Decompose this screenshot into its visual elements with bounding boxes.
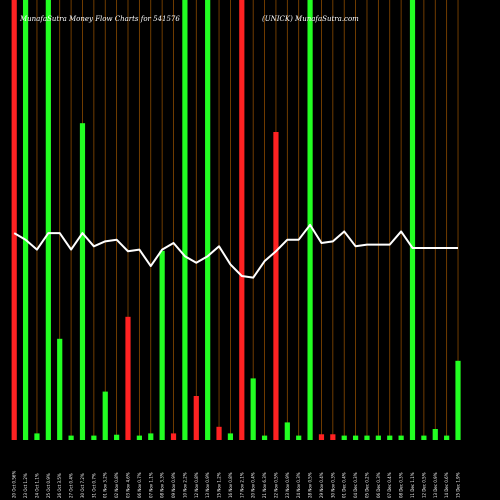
x-tick-label: 07 Nov 1.1% — [148, 472, 153, 498]
bar — [216, 426, 222, 440]
x-tick-label: 13 Dec 0.9% — [433, 472, 438, 498]
x-tick-label: 27 Oct 0.4% — [69, 473, 74, 498]
bar — [284, 422, 290, 440]
bar — [455, 360, 461, 440]
bar — [136, 435, 142, 440]
x-tick-label: 26 Oct 3.5% — [57, 473, 62, 498]
x-tick-label: 06 Nov 0.7% — [137, 472, 142, 498]
x-tick-label: 14 Dec 0.6% — [444, 472, 449, 498]
x-tick-label: 30 Nov 0.3% — [330, 472, 335, 498]
x-tick-label: 21 Nov 6.3% — [262, 472, 267, 498]
x-tick-label: 20 Oct 0.56% — [12, 471, 17, 498]
x-tick-label: 17 Nov 2.1% — [239, 472, 244, 498]
x-tick-label: 23 Nov 0.9% — [285, 472, 290, 498]
bar — [421, 435, 427, 440]
bar — [330, 434, 336, 440]
bar — [375, 435, 381, 440]
x-tick-label: 02 Nov 0.8% — [114, 472, 119, 498]
bar — [341, 435, 347, 440]
x-tick-label: 16 Nov 0.8% — [228, 472, 233, 498]
bar — [398, 435, 404, 440]
x-tick-label: 12 Nov 0.8% — [194, 472, 199, 498]
bar — [11, 0, 17, 440]
bar — [353, 435, 359, 440]
x-tick-label: 29 Nov 0.4% — [319, 472, 324, 498]
x-tick-label: 15 Dec 1.9% — [456, 472, 461, 498]
bar — [170, 433, 177, 440]
bar — [387, 435, 393, 440]
bar — [227, 433, 234, 440]
bar — [22, 0, 29, 440]
bar — [409, 0, 416, 440]
bars — [11, 0, 461, 440]
x-tick-label: 28 Nov 0.5% — [308, 472, 313, 498]
bar — [296, 435, 302, 440]
x-tick-label: 30 Oct 7.2% — [80, 473, 85, 498]
x-tick-label: 11 Dec 1.1% — [410, 472, 415, 498]
bar — [193, 396, 199, 440]
x-tick-label: 24 Nov 0.3% — [296, 472, 301, 498]
bar — [125, 316, 131, 440]
x-tick-labels: 20 Oct 0.56% 23 Oct 1.2% 24 Oct 1.1% 25 Oct… — [12, 471, 461, 498]
x-tick-label: 13 Nov 0.9% — [205, 472, 210, 498]
bar — [239, 0, 245, 440]
bar — [307, 0, 313, 440]
x-tick-label: 20 Nov 0.4% — [251, 472, 256, 498]
flow-line-layer — [13, 223, 459, 279]
x-tick-label: 01 Nov 3.2% — [103, 472, 108, 498]
bar — [273, 132, 279, 440]
bar — [205, 0, 211, 440]
x-tick-label: 12 Dec 0.5% — [421, 472, 426, 498]
bar — [182, 0, 188, 440]
chart-title-left: MunafaSutra Money Flow Charts for 541576 — [19, 15, 180, 23]
bar — [159, 250, 165, 440]
bar — [250, 378, 256, 440]
bar — [318, 434, 325, 440]
bar — [34, 433, 40, 440]
bar — [114, 434, 120, 440]
bar — [261, 435, 268, 440]
x-tick-label: 22 Nov 0.5% — [273, 472, 278, 498]
x-tick-label: 04 Dec 0.3% — [353, 472, 358, 498]
x-tick-label: 07 Dec 0.4% — [387, 472, 392, 498]
bar — [148, 433, 154, 440]
x-tick-label: 23 Oct 1.2% — [23, 473, 28, 498]
x-tick-label: 31 Oct 0.7% — [91, 473, 96, 498]
bar — [102, 391, 108, 440]
bar — [432, 429, 438, 440]
bar — [45, 0, 51, 440]
bar — [79, 123, 86, 440]
x-tick-label: 10 Nov 2.2% — [182, 472, 187, 498]
bar — [68, 435, 74, 440]
x-tick-label: 15 Nov 1.2% — [217, 472, 222, 498]
x-tick-label: 24 Oct 1.1% — [34, 473, 39, 498]
x-tick-label: 01 Dec 0.4% — [342, 472, 347, 498]
chart-title-right: (UNICK) MunafaSutra.com — [262, 15, 359, 23]
bar — [444, 435, 450, 440]
x-tick-label: 06 Dec 0.3% — [376, 472, 381, 498]
x-tick-label: 03 Nov 4.6% — [126, 472, 131, 498]
x-tick-label: 08 Dec 0.3% — [399, 472, 404, 498]
x-tick-label: 08 Nov 3.3% — [160, 472, 165, 498]
bar — [91, 435, 97, 440]
x-tick-label: 25 Oct 0.9% — [46, 473, 51, 498]
x-tick-label: 09 Nov 0.9% — [171, 472, 176, 498]
bar — [364, 435, 370, 440]
x-tick-label: 05 Dec 0.2% — [364, 472, 369, 498]
bar — [57, 338, 63, 440]
flow-line — [13, 223, 459, 279]
